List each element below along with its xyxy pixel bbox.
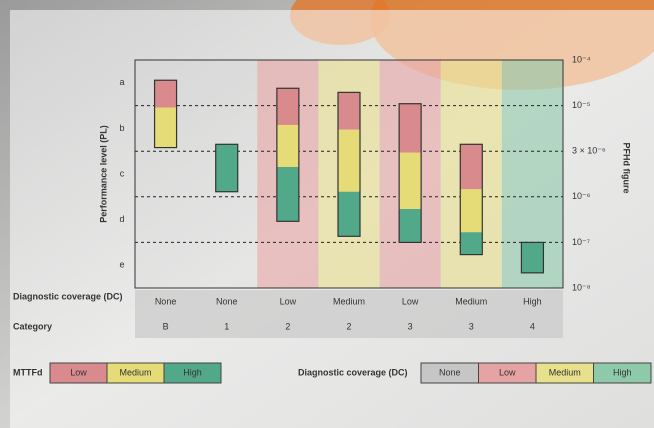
- bar-segment: [521, 242, 544, 273]
- dc-label: Low: [280, 296, 297, 306]
- dc-label: Medium: [455, 296, 487, 306]
- dc-legend-swatch: [593, 362, 652, 384]
- x-tick-label: 1: [224, 321, 229, 331]
- dc-legend-label: Medium: [549, 367, 581, 377]
- bar-outline: [337, 91, 361, 237]
- bar-segment: [460, 232, 483, 255]
- dc-label: None: [155, 296, 177, 306]
- pl-label: c: [120, 168, 125, 178]
- plot-frame: [134, 59, 564, 289]
- pl-label: e: [119, 260, 124, 270]
- legend-label: Low: [70, 367, 87, 377]
- x-tick-label: B: [163, 321, 169, 331]
- y2-tick-label: 3 × 10⁻⁶: [572, 146, 606, 156]
- dc-legend-title: Diagnostic coverage (DC): [298, 367, 408, 377]
- bar-outline: [459, 143, 483, 256]
- x-tick-label: 2: [346, 321, 351, 331]
- bar-segment: [338, 129, 360, 192]
- y2-tick-label: 10⁻⁴: [572, 54, 591, 64]
- pl-label: b: [119, 123, 124, 133]
- bar-segment: [399, 209, 422, 243]
- y2-tick-label: 10⁻⁵: [572, 100, 591, 110]
- dc-legend-label: Low: [499, 367, 516, 377]
- bar-segment: [399, 152, 422, 210]
- legend-label: Medium: [119, 367, 151, 377]
- dc-legend-label: None: [439, 367, 461, 377]
- bar-segment: [460, 189, 483, 233]
- bar-segment: [338, 92, 360, 130]
- dc-row-label: Diagnostic coverage (DC): [13, 291, 123, 301]
- bar-segment: [154, 80, 177, 108]
- bar-outline: [215, 143, 239, 193]
- dc-label: High: [523, 296, 542, 306]
- bar-segment: [215, 144, 238, 192]
- x-tick-label: 4: [530, 321, 535, 331]
- bar-segment: [276, 124, 299, 168]
- y2-tick-label: 10⁻⁶: [572, 191, 591, 201]
- table-rows: [135, 290, 563, 338]
- bar-segment: [276, 167, 299, 222]
- bar-outline: [276, 87, 300, 222]
- bar-outline: [153, 79, 178, 149]
- x-tick-label: 3: [408, 321, 413, 331]
- pl-label: d: [119, 214, 124, 224]
- bar-outline: [520, 241, 545, 274]
- legend-title: MTTFd: [13, 367, 43, 377]
- legend-swatch: [163, 362, 222, 384]
- bar-segment: [338, 191, 360, 237]
- y2-axis-label: PFHd figure: [622, 143, 632, 194]
- dc-label: None: [216, 296, 238, 306]
- dc-legend-label: High: [613, 367, 632, 377]
- pl-label: a: [119, 77, 124, 87]
- y2-tick-label: 10⁻⁷: [572, 237, 590, 247]
- bar-outline: [398, 103, 422, 243]
- y-axis-label: Performance level (PL): [98, 125, 108, 223]
- bar-segment: [399, 103, 422, 153]
- bar-segment: [154, 107, 177, 148]
- dc-label: Medium: [333, 296, 365, 306]
- category-row-label: Category: [13, 321, 52, 331]
- bar-segment: [276, 88, 299, 125]
- bar-segment: [460, 144, 483, 190]
- dc-label: Low: [402, 296, 419, 306]
- y2-tick-label: 10⁻⁸: [572, 282, 591, 292]
- x-tick-label: 2: [285, 321, 290, 331]
- legend-label: High: [183, 367, 202, 377]
- x-tick-label: 3: [469, 321, 474, 331]
